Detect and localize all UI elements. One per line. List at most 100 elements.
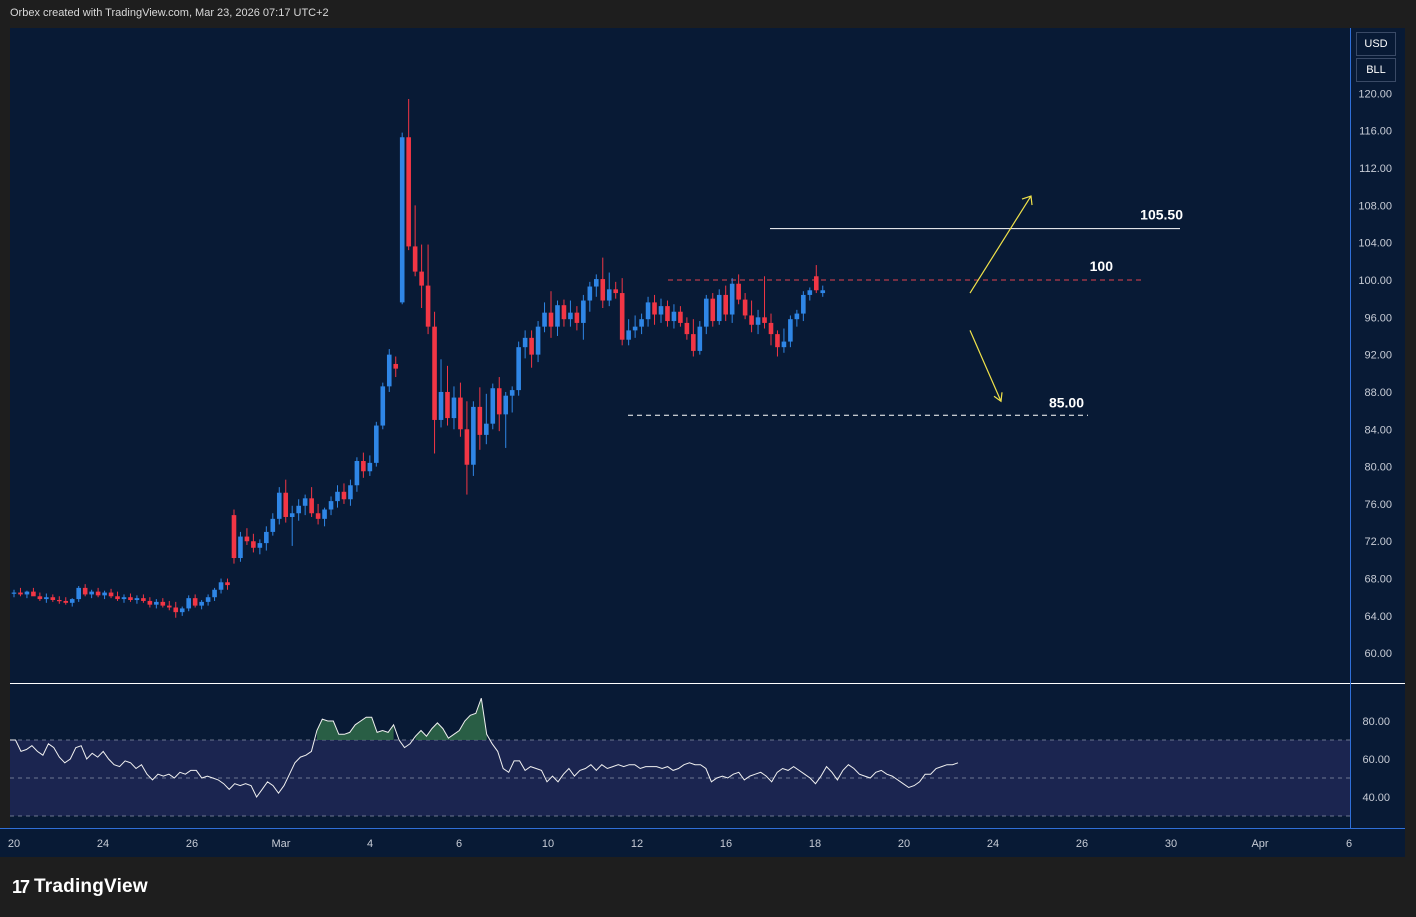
candle-down bbox=[425, 285, 431, 327]
price-tick-label: 120.00 bbox=[1358, 88, 1392, 100]
candle-up bbox=[658, 306, 664, 315]
candle-up bbox=[218, 582, 224, 590]
price-tick-label: 84.00 bbox=[1364, 424, 1392, 436]
candle-up bbox=[179, 608, 185, 613]
candle-up bbox=[386, 354, 392, 387]
candle-up bbox=[542, 312, 547, 327]
candle-down bbox=[710, 298, 716, 322]
candle-down bbox=[283, 492, 289, 517]
price-tick-label: 108.00 bbox=[1358, 200, 1392, 212]
resistance-label-100: 100 bbox=[1090, 258, 1114, 274]
candle-up bbox=[399, 137, 405, 303]
candle-up bbox=[270, 518, 276, 532]
candle-up bbox=[697, 326, 703, 351]
candle-down bbox=[18, 592, 23, 595]
candle-down bbox=[406, 137, 411, 247]
candle-down bbox=[315, 513, 321, 519]
price-tick-label: 76.00 bbox=[1364, 499, 1392, 511]
price-tick-label: 116.00 bbox=[1359, 126, 1392, 138]
candle-up bbox=[44, 597, 49, 600]
candle-down bbox=[665, 306, 670, 322]
candle-up bbox=[102, 592, 107, 596]
candle-up bbox=[348, 485, 353, 500]
candle-up bbox=[788, 319, 793, 342]
candle-up bbox=[76, 587, 81, 600]
time-tick-label: 20 bbox=[8, 838, 20, 850]
candle-down bbox=[691, 334, 696, 351]
candle-down bbox=[561, 305, 567, 320]
tradingview-logo-icon: 17 bbox=[12, 876, 30, 897]
time-tick-label: 16 bbox=[720, 838, 732, 850]
candle-down bbox=[419, 271, 424, 286]
tradingview-logo-text: TradingView bbox=[34, 876, 148, 897]
candle-up bbox=[568, 312, 573, 320]
candle-down bbox=[432, 326, 437, 420]
candle-down bbox=[412, 246, 418, 272]
candle-up bbox=[186, 598, 191, 609]
candle-up bbox=[212, 589, 217, 598]
price-tick-label: 60.00 bbox=[1364, 648, 1392, 660]
candle-down bbox=[341, 491, 347, 500]
candle-up bbox=[451, 397, 457, 419]
candle-down bbox=[361, 461, 366, 472]
candle-up bbox=[276, 492, 282, 519]
candle-up bbox=[238, 536, 243, 559]
price-tick-label: 92.00 bbox=[1364, 350, 1392, 362]
candle-up bbox=[755, 317, 761, 325]
candle-up bbox=[729, 283, 735, 315]
candle-down bbox=[574, 312, 580, 323]
time-tick-label: 18 bbox=[809, 838, 821, 850]
currency-badge[interactable]: USD bbox=[1356, 32, 1396, 56]
candle-down bbox=[82, 587, 88, 595]
candle-down bbox=[251, 541, 256, 548]
candle-up bbox=[302, 498, 308, 506]
arrow-down-shaft bbox=[969, 330, 1002, 402]
candle-up bbox=[801, 294, 806, 314]
axis-layer: 60.00 64.00 68.00 72.00 76.00 80.00 84.00 88.00… bbox=[8, 88, 1392, 850]
candle-down bbox=[684, 322, 690, 335]
candle-up bbox=[374, 425, 379, 463]
candle-down bbox=[458, 397, 463, 430]
price-pane-bg bbox=[10, 28, 1350, 683]
candle-up bbox=[289, 513, 295, 517]
candle-up bbox=[24, 591, 30, 595]
candle-up bbox=[807, 290, 813, 295]
rsi-tick-label: 80.00 bbox=[1362, 716, 1390, 728]
candle-up bbox=[69, 599, 75, 603]
candles-layer bbox=[11, 98, 826, 618]
candle-down bbox=[231, 515, 237, 559]
candle-up bbox=[296, 505, 301, 514]
candle-down bbox=[141, 598, 146, 601]
candle-down bbox=[813, 276, 819, 291]
candle-down bbox=[775, 334, 780, 348]
time-tick-label: 4 bbox=[367, 838, 373, 850]
price-tick-label: 88.00 bbox=[1364, 387, 1392, 399]
time-tick-label: Mar bbox=[272, 838, 291, 850]
rsi-line bbox=[10, 698, 959, 798]
price-tick-label: 64.00 bbox=[1364, 611, 1392, 623]
price-tick-label: 72.00 bbox=[1364, 536, 1392, 548]
price-axis-bg bbox=[1350, 28, 1405, 828]
candle-up bbox=[438, 391, 444, 420]
candle-down bbox=[496, 388, 502, 415]
candle-down bbox=[37, 596, 43, 600]
tradingview-logo[interactable]: 17 TradingView bbox=[12, 876, 148, 898]
candle-down bbox=[173, 607, 179, 613]
rsi-overbought-fill bbox=[415, 698, 487, 740]
symbol-badge[interactable]: BLL bbox=[1356, 58, 1396, 82]
candle-down bbox=[115, 596, 120, 600]
candle-up bbox=[154, 601, 159, 605]
candle-down bbox=[762, 317, 767, 323]
rsi-tick-label: 40.00 bbox=[1362, 792, 1390, 804]
rsi-overbought-fill bbox=[316, 717, 394, 740]
candle-down bbox=[128, 597, 133, 601]
candle-up bbox=[716, 294, 722, 322]
candle-down bbox=[619, 293, 625, 340]
candle-down bbox=[63, 600, 69, 603]
candle-down bbox=[50, 597, 56, 601]
price-tick-label: 112.00 bbox=[1359, 163, 1392, 175]
rsi-tick-label: 60.00 bbox=[1362, 754, 1390, 766]
candle-down bbox=[477, 406, 483, 435]
candle-down bbox=[166, 605, 172, 608]
